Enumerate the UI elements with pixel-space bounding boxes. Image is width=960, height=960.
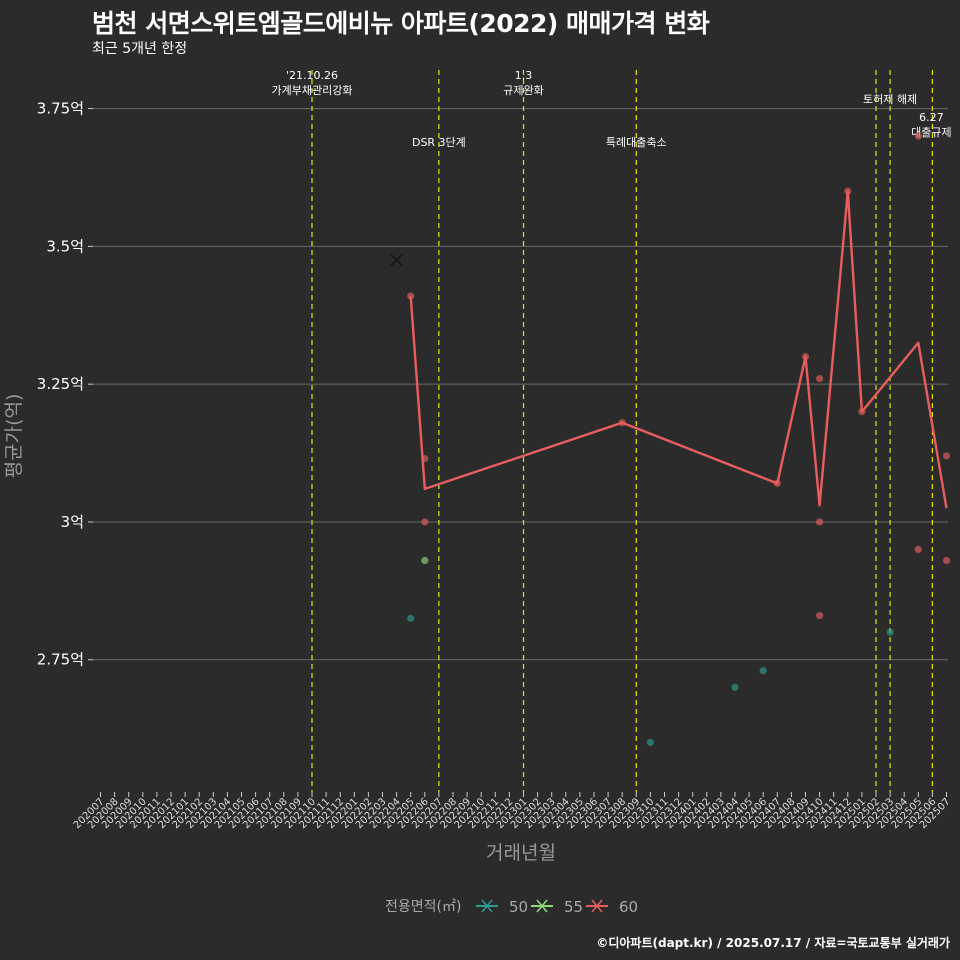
legend-key-mark [536, 899, 548, 913]
source-caption: ©디아파트(dapt.kr) / 2025.07.17 / 자료=국토교통부 실… [596, 936, 950, 950]
y-tick-label: 3.25억 [37, 375, 84, 393]
legend-title: 전용면적(㎡) [385, 899, 461, 915]
y-axis-title: 평균가(억) [3, 394, 25, 479]
series-lines [409, 190, 948, 509]
y-tick-label: 3.5억 [46, 237, 84, 255]
legend-key-mark [591, 899, 603, 913]
data-point-60 [407, 292, 415, 300]
legend-item-55: 55 [531, 898, 583, 916]
data-point-55 [421, 556, 429, 565]
data-point-60 [942, 452, 951, 460]
data-point-60 [914, 545, 922, 554]
data-point-60 [773, 479, 781, 487]
event-label: 1.3 [515, 69, 533, 82]
y-axis-ticks: 2.75억 3억 3.25억 3.5억 3.75억 [37, 100, 93, 669]
data-point-60 [816, 375, 824, 383]
data-point-60 [942, 556, 951, 565]
series-line-60 [409, 190, 948, 509]
y-tick-label: 2.75억 [37, 651, 84, 669]
legend-item-50: 50 [476, 898, 528, 916]
legend-item-60: 60 [586, 898, 638, 916]
data-point-60 [816, 612, 824, 620]
data-point-50 [731, 683, 739, 691]
data-point-60 [858, 408, 866, 416]
legend-label: 60 [619, 898, 638, 916]
x-axis-title: 거래년월 [486, 842, 556, 864]
event-label: 토허제 해제 [863, 92, 917, 106]
chart-title: 범천 서면스위트엠골드에비뉴 아파트(2022) 매매가격 변화 [92, 9, 710, 38]
event-label: DSR 3단계 [412, 136, 466, 149]
y-tick-label: 3.75억 [37, 100, 84, 118]
event-label: 규제완화 [503, 84, 543, 97]
event-label: 특례대출축소 [606, 136, 667, 149]
chart-subtitle: 최근 5개년 한정 [92, 41, 188, 57]
data-point-50 [886, 628, 894, 636]
event-label: 6.27 [919, 111, 944, 124]
y-tick-label: 3억 [61, 513, 84, 531]
data-point-60 [618, 419, 626, 427]
data-point-60 [421, 518, 429, 526]
legend: 전용면적(㎡) 50 55 60 [385, 898, 638, 916]
legend-key-mark [481, 899, 493, 913]
legend-label: 50 [509, 898, 528, 916]
data-point-60 [914, 132, 922, 140]
data-point-60 [801, 352, 810, 361]
event-label: 가계부채관리강화 [272, 84, 353, 97]
legend-label: 55 [564, 898, 583, 916]
x-axis-ticks: 2020072020082020092020102020112020122021… [72, 792, 953, 831]
data-point-60 [816, 518, 824, 526]
event-label: '21.10.26 [286, 69, 338, 82]
data-point-60 [421, 454, 429, 463]
max-marker-stroke [390, 253, 404, 267]
gridlines [93, 108, 948, 661]
data-point-50 [759, 667, 767, 675]
series-points [390, 132, 951, 746]
data-point-50 [407, 614, 415, 622]
data-point-60 [844, 187, 852, 195]
data-point-50 [646, 738, 655, 746]
